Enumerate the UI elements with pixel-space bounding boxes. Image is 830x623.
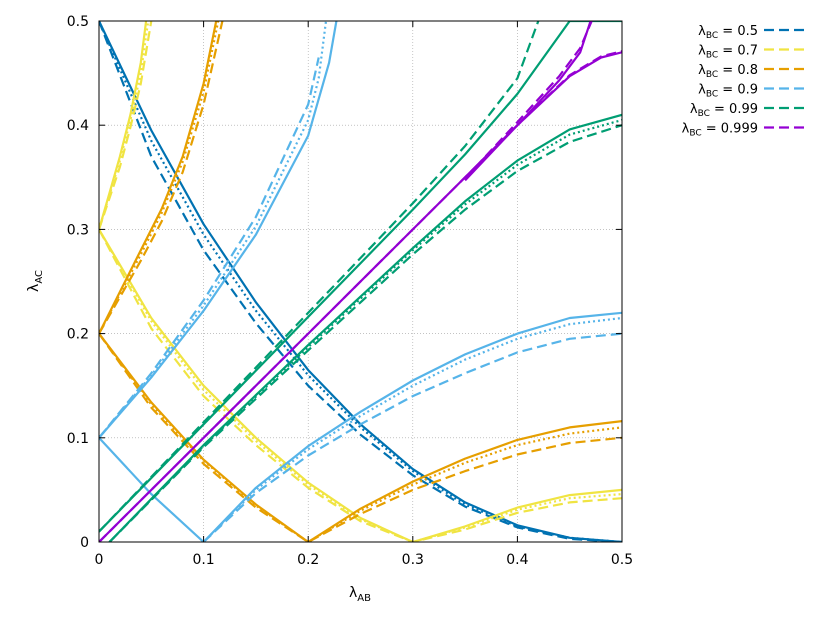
legend-item: λBC = 0.999: [682, 122, 808, 139]
x-tick-label: 0.2: [297, 552, 319, 568]
series-curve-solid: [108, 113, 622, 542]
series-curve-dotted: [99, 228, 622, 542]
legend-label: λBC = 0.9: [698, 83, 758, 100]
legend-label: λBC = 0.7: [698, 44, 758, 61]
y-tick-label: 0: [80, 535, 89, 551]
legend-item: λBC = 0.7: [698, 44, 808, 61]
series-curve-dotted: [108, 118, 622, 542]
x-tick-label: 0: [95, 552, 104, 568]
series-curve-dashed: [99, 21, 622, 542]
legend-label: λBC = 0.5: [698, 24, 758, 41]
series-curve-dashed: [99, 21, 224, 335]
series-curve-solid: [99, 21, 338, 439]
series-curve-dashed: [99, 228, 622, 542]
series-curve-dotted: [202, 316, 622, 542]
series-curve-dashed: [108, 124, 622, 542]
x-tick-label: 0.5: [611, 552, 633, 568]
plot-frame: [98, 20, 623, 543]
series-4: [99, 21, 622, 542]
legend-item: λBC = 0.8: [698, 63, 808, 80]
series-6: [99, 21, 622, 542]
series-curve-solid: [99, 21, 622, 533]
legend-item: λBC = 0.9: [698, 83, 808, 100]
plot-curves: [99, 21, 622, 542]
series-curve-dashed: [99, 332, 622, 542]
axis-ticks: 0 0.1 0.2 0.3 0.4 0.5 0 0.1 0.2 0.3 0.4 0.5: [67, 14, 633, 568]
series-curve-dotted: [99, 21, 328, 439]
y-tick-label: 0.1: [67, 431, 89, 447]
series-curve-dashed: [99, 57, 320, 439]
x-tick-label: 0.4: [506, 552, 528, 568]
series-curve-dashed: [99, 21, 540, 533]
legend-label: λBC = 0.999: [682, 122, 758, 139]
series-curve-dotted: [99, 21, 150, 230]
series-curve-dashed: [99, 21, 153, 230]
x-tick-label: 0.1: [192, 552, 214, 568]
y-tick-label: 0.3: [67, 222, 89, 238]
x-axis-label: λAB: [349, 585, 371, 604]
legend: λBC = 0.5 λBC = 0.7 λBC = 0.8 λBC = 0.9 λBC …: [682, 24, 808, 139]
series-curve-solid: [99, 228, 622, 542]
legend-label: λBC = 0.99: [690, 102, 758, 119]
series-curve-dashed: [202, 332, 622, 542]
series-curve-dotted: [99, 332, 622, 542]
x-tick-label: 0.3: [402, 552, 424, 568]
series-curve-dotted: [99, 21, 220, 335]
series-5: [99, 21, 622, 542]
legend-item: λBC = 0.99: [690, 102, 808, 119]
y-tick-label: 0.2: [67, 327, 89, 343]
series-curve-solid: [99, 437, 205, 542]
series-curve-dashed: [464, 21, 593, 180]
legend-item: λBC = 0.5: [698, 24, 808, 41]
series-curve-solid: [202, 311, 622, 542]
y-tick-label: 0.5: [67, 14, 89, 30]
y-tick-label: 0.4: [67, 118, 89, 134]
legend-label: λBC = 0.8: [698, 63, 758, 80]
series-curve-solid: [464, 21, 592, 182]
series-2: [99, 21, 622, 542]
y-axis-label: λAC: [26, 270, 45, 292]
